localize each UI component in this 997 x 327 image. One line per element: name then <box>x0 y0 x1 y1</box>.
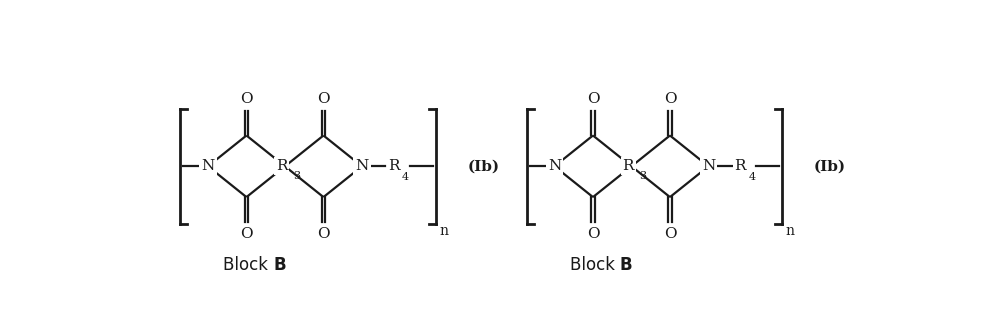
Text: 3: 3 <box>293 171 300 181</box>
Text: O: O <box>317 227 330 241</box>
Text: N: N <box>355 159 369 173</box>
Text: R: R <box>735 159 746 173</box>
Text: 3: 3 <box>639 171 646 181</box>
Text: 4: 4 <box>402 172 409 182</box>
Text: N: N <box>702 159 715 173</box>
Text: n: n <box>786 224 795 238</box>
Text: R: R <box>623 159 634 173</box>
Text: (Ib): (Ib) <box>814 159 846 173</box>
Text: O: O <box>664 92 676 106</box>
Text: O: O <box>586 92 599 106</box>
Text: B: B <box>273 256 286 274</box>
Text: O: O <box>240 92 253 106</box>
Text: B: B <box>620 256 632 274</box>
Text: 4: 4 <box>749 172 756 182</box>
Text: N: N <box>547 159 561 173</box>
Text: O: O <box>586 227 599 241</box>
Text: (Ib): (Ib) <box>468 159 499 173</box>
Text: R: R <box>388 159 400 173</box>
Text: O: O <box>664 227 676 241</box>
Text: Block: Block <box>569 256 620 274</box>
Text: O: O <box>240 227 253 241</box>
Text: N: N <box>201 159 214 173</box>
Text: Block: Block <box>223 256 273 274</box>
Text: R: R <box>276 159 288 173</box>
Text: O: O <box>317 92 330 106</box>
Text: n: n <box>439 224 448 238</box>
